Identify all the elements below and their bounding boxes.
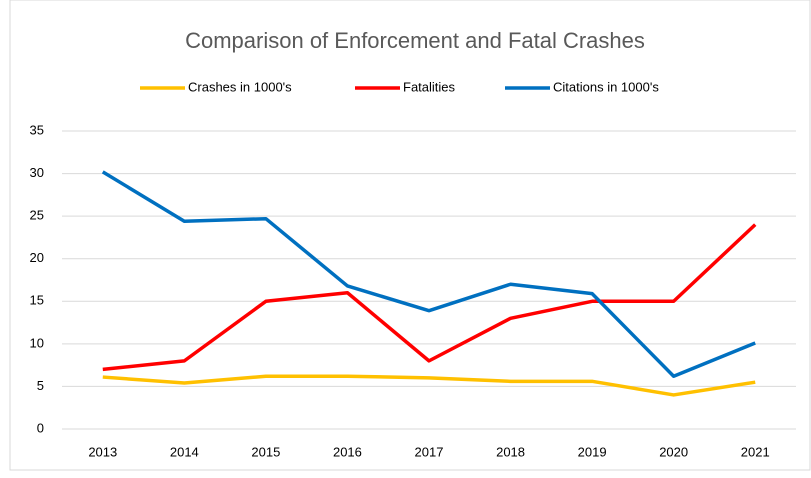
y-tick-label: 15 xyxy=(30,293,44,308)
chart-border xyxy=(9,0,811,471)
y-tick-label: 10 xyxy=(30,335,44,350)
y-tick-label: 30 xyxy=(30,165,44,180)
y-tick-label: 20 xyxy=(30,250,44,265)
series-line xyxy=(102,374,756,397)
chart-title: Comparison of Enforcement and Fatal Cras… xyxy=(185,28,645,53)
legend-label: Citations in 1000's xyxy=(553,79,659,94)
x-tick-label: 2018 xyxy=(496,444,525,459)
x-tick-label: 2020 xyxy=(659,444,688,459)
x-tick-label: 2021 xyxy=(741,444,770,459)
y-tick-label: 0 xyxy=(37,420,44,435)
x-tick-label: 2015 xyxy=(251,444,280,459)
series-line xyxy=(101,170,756,378)
x-tick-label: 2014 xyxy=(170,444,199,459)
series-line xyxy=(102,223,757,372)
x-tick-label: 2017 xyxy=(415,444,444,459)
x-tick-label: 2019 xyxy=(578,444,607,459)
x-tick-label: 2016 xyxy=(333,444,362,459)
y-tick-label: 5 xyxy=(37,378,44,393)
y-tick-label: 35 xyxy=(30,122,44,137)
legend-label: Crashes in 1000's xyxy=(188,79,292,94)
x-tick-label: 2013 xyxy=(88,444,117,459)
legend-label: Fatalities xyxy=(403,79,456,94)
y-tick-label: 25 xyxy=(30,208,44,223)
